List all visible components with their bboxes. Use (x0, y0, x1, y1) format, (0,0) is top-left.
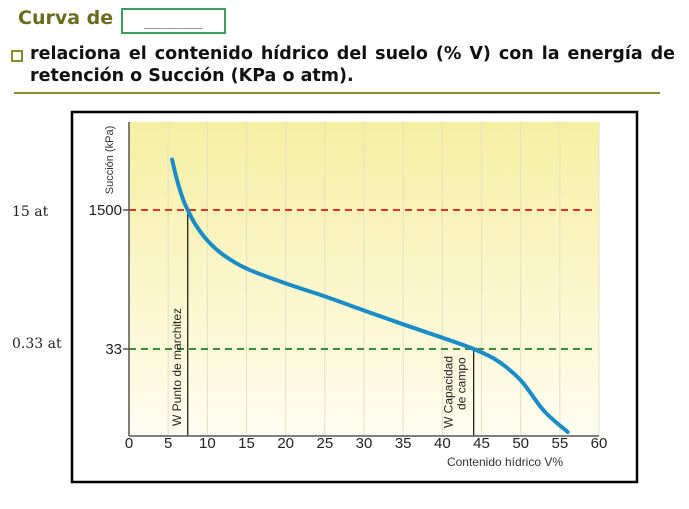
y-tick-label: 1500 (89, 202, 122, 219)
x-tick-label: 25 (316, 435, 333, 452)
x-tick-label: 5 (164, 435, 172, 452)
marker-lines: W Punto de marchitez W Capacidad de campo (170, 210, 475, 436)
side-label-15-at: 15 at (12, 204, 49, 220)
x-tick-labels: 0 5 10 15 20 25 30 35 40 45 50 55 60 (125, 435, 608, 452)
y-tick-label: 33 (105, 341, 122, 358)
x-tick-label: 0 (125, 435, 133, 452)
series-line (170, 157, 570, 434)
x-tick-label: 50 (512, 435, 529, 452)
x-tick-label: 20 (277, 435, 294, 452)
x-tick-label: 15 (238, 435, 255, 452)
x-tick-label: 30 (356, 435, 373, 452)
y-tick-labels: 1500 33 (89, 202, 129, 358)
header-divider (14, 92, 660, 94)
marker-label: W Capacidad (442, 356, 456, 428)
x-tick-label: 55 (551, 435, 568, 452)
x-axis-label: Contenido hídrico V% (447, 455, 563, 469)
x-tick-label: 45 (473, 435, 490, 452)
fill-in-blank-box: _______ (121, 8, 226, 34)
square-bullet-icon (11, 50, 23, 62)
reference-lines (129, 209, 594, 350)
x-tick-label: 40 (434, 435, 451, 452)
marker-label: W Punto de marchitez (170, 308, 184, 426)
grid (167, 122, 600, 436)
x-tick-label: 35 (395, 435, 412, 452)
x-tick-label: 10 (199, 435, 216, 452)
description-text: relaciona el contenido hídrico del suelo… (30, 44, 675, 86)
side-label-033-at: 0.33 at (12, 336, 62, 352)
marker-label: de campo (455, 357, 469, 410)
x-tick-label: 60 (591, 435, 608, 452)
page-title: Curva de (18, 7, 114, 29)
y-axis-label: Succión (kPa) (104, 126, 116, 194)
